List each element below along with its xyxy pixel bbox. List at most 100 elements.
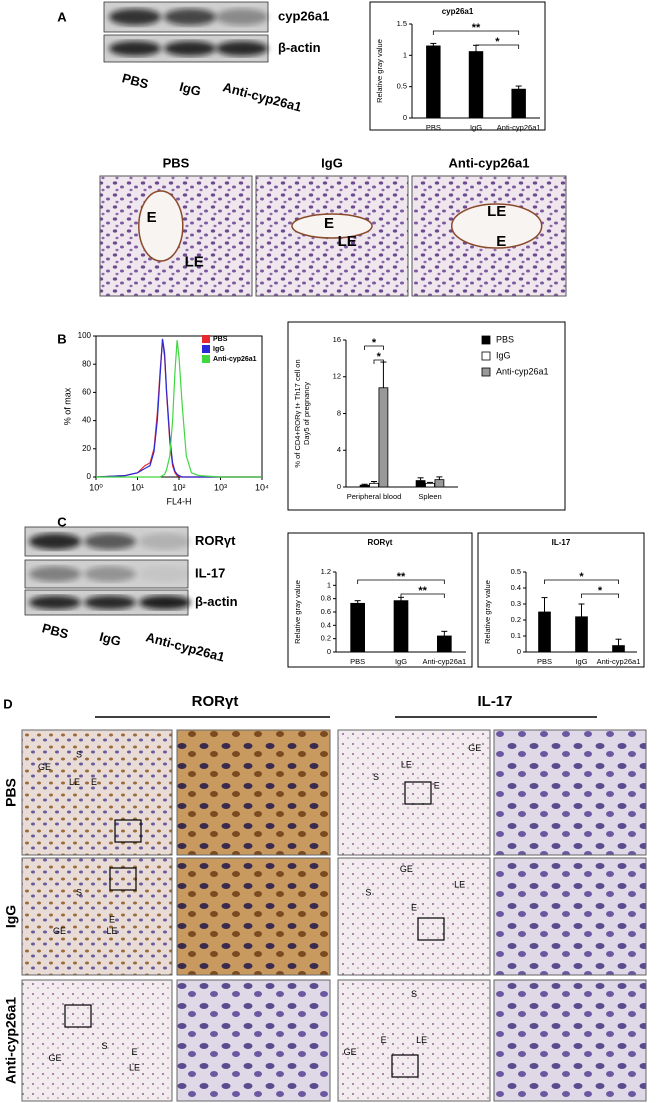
error-bar xyxy=(515,85,522,90)
tissue-label: E xyxy=(381,1035,387,1045)
x-axis-label: FL4-H xyxy=(166,496,191,506)
bar xyxy=(415,480,426,488)
legend-swatch xyxy=(481,335,491,345)
tissue-label: LE xyxy=(487,203,506,220)
legend-swatch xyxy=(202,355,210,363)
error-bar xyxy=(371,480,377,484)
x-tick-label: Peripheral blood xyxy=(347,492,402,501)
blot-band xyxy=(29,566,81,582)
significance-bracket xyxy=(581,593,619,598)
y-tick-label: 16 xyxy=(333,335,341,344)
tissue-label: LE xyxy=(454,879,465,889)
chart-title: RORγt xyxy=(368,538,393,547)
bar xyxy=(350,602,366,653)
y-tick-label: 20 xyxy=(82,444,91,453)
panel-label: A xyxy=(57,9,67,24)
tissue-label: LE xyxy=(416,1035,427,1045)
error-bar xyxy=(436,476,443,480)
significance-label: ** xyxy=(397,571,406,583)
tissue-label: GE xyxy=(468,743,481,753)
x-tick-label: PBS xyxy=(350,657,365,666)
tissue-label: GE xyxy=(38,762,51,772)
bar xyxy=(538,611,551,653)
error-bar xyxy=(541,597,548,612)
error-bar xyxy=(417,477,424,481)
blot-band xyxy=(84,566,136,582)
legend-label: IgG xyxy=(213,346,225,353)
inset-box xyxy=(114,819,142,843)
row-label: Anti-cyp26a1 xyxy=(3,997,19,1084)
histology-image xyxy=(337,857,491,976)
column-heading: RORγt xyxy=(192,693,239,710)
tissue-label: GE xyxy=(48,1053,61,1063)
y-tick-label: 12 xyxy=(333,372,341,381)
y-tick-label: 100 xyxy=(78,331,92,340)
y-tick-label: 1.5 xyxy=(397,19,407,28)
significance-bracket xyxy=(400,593,445,598)
lumen xyxy=(450,203,543,249)
bar xyxy=(378,387,389,488)
x-tick-label: 10⁰ xyxy=(89,482,103,492)
significance-bracket xyxy=(373,359,384,364)
x-tick-label: IgG xyxy=(470,123,482,132)
significance-label: ** xyxy=(418,585,427,597)
x-tick-label: PBS xyxy=(537,657,552,666)
lane-label: PBS xyxy=(120,70,150,91)
band-label: IL-17 xyxy=(195,565,225,580)
band-label: cyp26a1 xyxy=(278,8,329,23)
blot-band xyxy=(164,40,216,57)
x-tick-label: Anti-cyp26a1 xyxy=(497,123,541,132)
tissue-label: E xyxy=(411,903,417,913)
histology-image xyxy=(176,979,331,1102)
significance-bracket xyxy=(432,30,520,35)
lane-label: IgG xyxy=(178,79,203,99)
y-tick-label: 0.5 xyxy=(397,82,407,91)
y-tick-label: 80 xyxy=(82,359,91,368)
y-tick-label: 0.5 xyxy=(511,567,521,576)
x-tick-label: PBS xyxy=(426,123,441,132)
y-tick-label: 0 xyxy=(327,647,331,656)
error-bar xyxy=(361,483,368,486)
lumen xyxy=(291,213,373,239)
bar xyxy=(425,482,435,488)
x-tick-label: 10¹ xyxy=(131,482,144,492)
legend-swatch xyxy=(202,345,210,353)
blot-band xyxy=(139,566,191,582)
y-axis-label: % of CD4+RORγ t+ Th17 cell on xyxy=(293,359,302,467)
y-tick-label: 0 xyxy=(517,647,521,656)
bar xyxy=(511,88,526,119)
legend-label: IgG xyxy=(496,350,511,360)
histology-image xyxy=(21,857,173,976)
significance-label: * xyxy=(598,585,603,597)
tissue-label: S xyxy=(101,1041,107,1051)
histology-image xyxy=(493,857,647,976)
y-tick-label: 0.4 xyxy=(511,583,521,592)
blot-band xyxy=(29,533,81,550)
blot-band xyxy=(109,8,161,26)
tissue-label: S xyxy=(365,887,371,897)
histology-image xyxy=(493,729,647,856)
significance-label: ** xyxy=(472,22,481,34)
blot-band xyxy=(109,40,161,57)
band-label: β-actin xyxy=(195,594,238,609)
tissue-label: E xyxy=(147,209,157,226)
significance-label: * xyxy=(579,571,584,583)
blot-band xyxy=(84,533,136,550)
y-tick-label: 0 xyxy=(403,113,407,122)
tissue-label: E xyxy=(434,781,440,791)
y-tick-label: 0.4 xyxy=(321,620,331,629)
tissue-label: GE xyxy=(53,926,66,936)
bar xyxy=(393,600,409,653)
x-tick-label: IgG xyxy=(395,657,407,666)
column-label: PBS xyxy=(163,155,190,170)
tissue-label: LE xyxy=(129,1063,140,1073)
tissue-label: E xyxy=(324,215,334,232)
inset-box xyxy=(64,1004,92,1028)
tissue-label: LE xyxy=(185,253,204,270)
bar xyxy=(575,616,588,653)
blot-band xyxy=(139,595,191,610)
legend-swatch xyxy=(481,351,491,361)
histology-image xyxy=(99,175,253,297)
y-tick-label: 0.2 xyxy=(321,634,331,643)
